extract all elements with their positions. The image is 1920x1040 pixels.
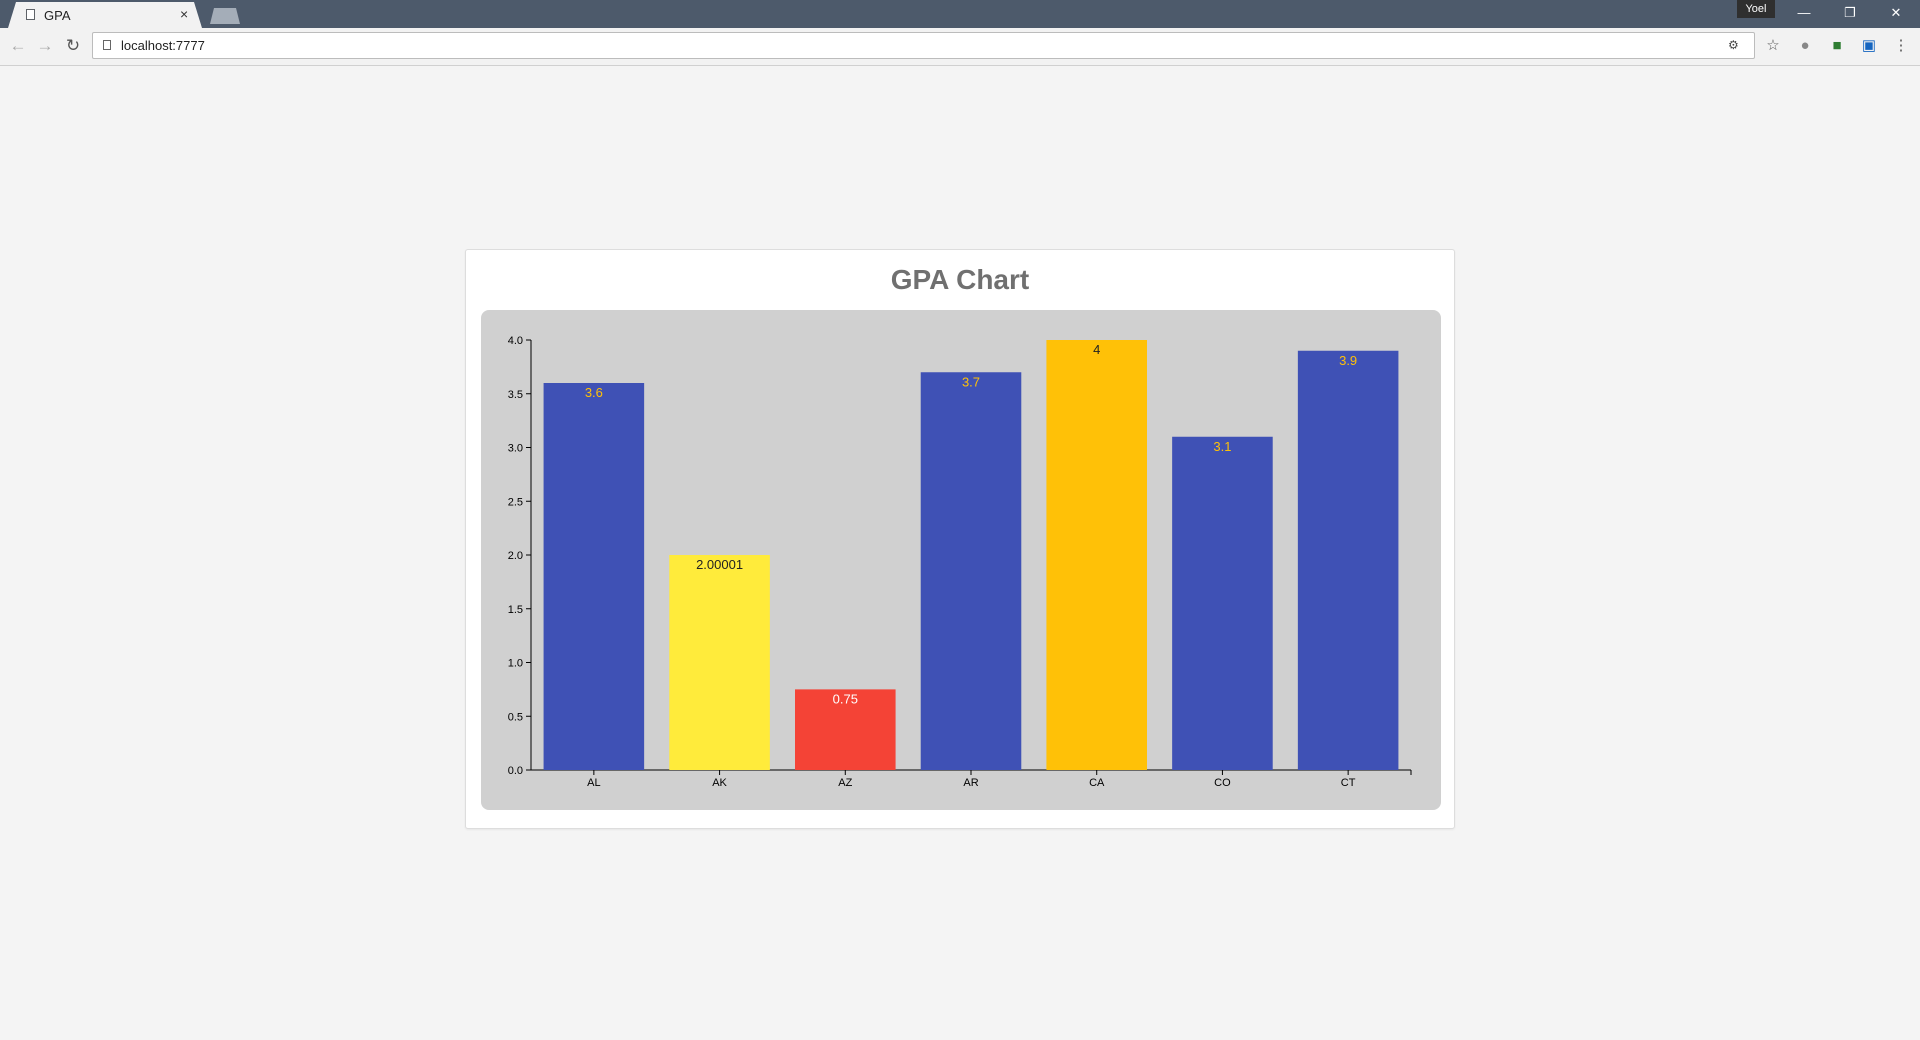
- browser-titlebar: GPA × Yoel — ❐ ✕: [0, 0, 1920, 28]
- data-label: 2.00001: [696, 557, 743, 572]
- data-label: 4: [1093, 342, 1100, 357]
- page-icon: [26, 9, 35, 20]
- x-tick-label: AK: [712, 777, 727, 789]
- y-tick-label: 0.5: [508, 711, 523, 723]
- back-icon[interactable]: ←: [9, 36, 27, 55]
- star-icon[interactable]: ☆: [1766, 37, 1780, 54]
- chart-plot-area: 0.0 0.5 1.0 1.5 2.0 2.5 3.0 3.5 4.0 3.6 AL 2.00001 A…: [481, 310, 1441, 810]
- menu-icon[interactable]: ⋮: [1893, 37, 1909, 54]
- globe-icon[interactable]: ●: [1800, 37, 1810, 54]
- x-tick-label: AR: [963, 777, 978, 789]
- url-text[interactable]: localhost:7777: [121, 38, 205, 53]
- tab-title: GPA: [44, 8, 71, 23]
- minimize-icon[interactable]: —: [1797, 5, 1811, 20]
- y-tick-label: 4.0: [508, 335, 523, 347]
- bar: [1046, 340, 1147, 770]
- x-tick-label: AL: [587, 777, 600, 789]
- bookmark-icon[interactable]: ▣: [1861, 37, 1877, 54]
- y-tick-label: 2.5: [508, 496, 523, 508]
- browser-tab[interactable]: GPA ×: [8, 2, 202, 28]
- new-tab-button[interactable]: [210, 8, 240, 24]
- profile-badge[interactable]: Yoel: [1737, 0, 1775, 18]
- page-info-icon[interactable]: [103, 40, 111, 50]
- close-icon[interactable]: ✕: [1890, 5, 1902, 20]
- bar: [1297, 350, 1399, 770]
- y-tick-label: 1.0: [508, 658, 523, 670]
- restore-icon[interactable]: ❐: [1844, 5, 1856, 20]
- data-label: 3.9: [1339, 353, 1357, 368]
- x-tick-label: CT: [1341, 777, 1356, 789]
- y-tick-label: 3.0: [508, 443, 523, 455]
- y-tick-label: 0.0: [508, 765, 523, 777]
- data-label: 3.1: [1213, 439, 1231, 454]
- extension-icon[interactable]: ⚙: [1728, 38, 1739, 52]
- extension-icon[interactable]: ■: [1832, 37, 1842, 54]
- chart-card: GPA Chart 0.0 0.5 1.0 1.5 2.0 2.5 3.0 3.5 4.0 3.6…: [465, 249, 1455, 829]
- bar: [920, 372, 1022, 770]
- y-tick-label: 2.0: [508, 550, 523, 562]
- page-title: GPA Chart: [890, 264, 1030, 295]
- data-label: 3.7: [962, 374, 980, 389]
- browser-toolbar: ← → ↻ localhost:7777 ⚙ ☆ ● ■ ▣ ⋮: [0, 28, 1920, 66]
- forward-icon[interactable]: →: [36, 36, 54, 55]
- bar: [669, 554, 770, 770]
- bar: [1172, 436, 1273, 770]
- data-label: 0.75: [833, 691, 858, 706]
- x-tick-label: AZ: [838, 777, 852, 789]
- tab-close-icon[interactable]: ×: [180, 6, 189, 22]
- address-bar[interactable]: localhost:7777 ⚙: [92, 32, 1755, 59]
- bar: [543, 383, 645, 770]
- y-tick-label: 1.5: [508, 604, 523, 616]
- bar: [795, 689, 896, 770]
- data-label: 3.6: [585, 385, 603, 400]
- x-tick-label: CA: [1089, 777, 1105, 789]
- y-tick-label: 3.5: [508, 389, 523, 401]
- x-tick-label: CO: [1214, 777, 1231, 789]
- bar-chart: 0.0 0.5 1.0 1.5 2.0 2.5 3.0 3.5 4.0 3.6 AL 2.00001 A…: [508, 335, 1412, 789]
- reload-icon[interactable]: ↻: [65, 36, 81, 55]
